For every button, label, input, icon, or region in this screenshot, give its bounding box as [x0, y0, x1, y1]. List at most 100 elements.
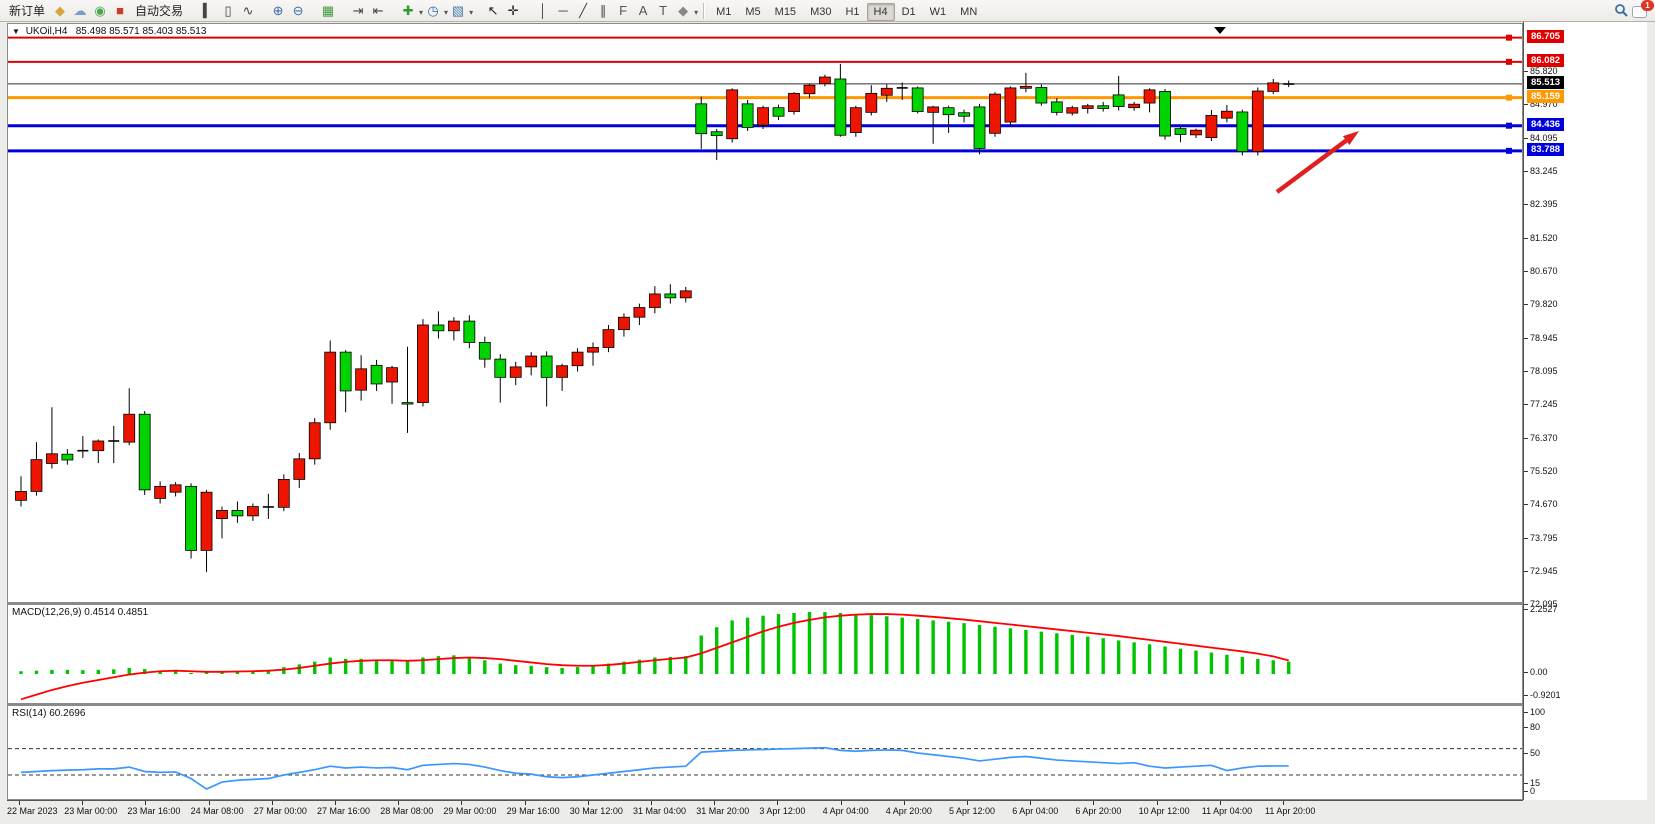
new-order-book-icon[interactable]: ◆ [55, 2, 66, 18]
candle [927, 105, 940, 144]
zoom-out-icon[interactable]: ⊖ [292, 2, 304, 18]
chat-icon[interactable]: 1 [1631, 0, 1654, 20]
timeframe-d1[interactable]: D1 [901, 5, 916, 18]
auto-trading-icon[interactable]: ■ [116, 2, 124, 18]
price-tick-label: 79.820 [1530, 298, 1558, 309]
price-tick-mark [1524, 570, 1528, 572]
text-label-icon[interactable]: T [659, 2, 668, 18]
text-icon[interactable]: A [638, 2, 648, 18]
timeframe-w1[interactable]: W1 [929, 5, 947, 18]
candle [1081, 103, 1094, 114]
timeframe-h1[interactable]: H1 [845, 5, 860, 18]
time-label: 23 Mar 00:00 [64, 806, 118, 816]
chevron-down-icon[interactable]: ▾ [419, 7, 424, 17]
candle [741, 99, 754, 131]
template-icon[interactable]: ▧ [451, 2, 465, 18]
signals-icon[interactable]: ◉ [94, 2, 106, 18]
rsi-panel[interactable] [7, 704, 1523, 800]
time-label: 29 Mar 00:00 [443, 806, 497, 816]
timeframe-mn[interactable]: MN [960, 5, 978, 18]
time-label: 4 Apr 04:00 [822, 806, 869, 816]
macd-histogram-bar [390, 660, 394, 674]
arrows-icon[interactable]: ◆ [678, 2, 689, 18]
time-label: 11 Apr 20:00 [1265, 806, 1316, 816]
macd-histogram-bar [653, 657, 657, 674]
auto-trading-button[interactable]: 自动交易 [135, 4, 184, 18]
macd-panel[interactable] [7, 603, 1523, 704]
line-handle[interactable] [1506, 147, 1512, 154]
periods-clock-icon[interactable]: ◷ [427, 2, 439, 18]
main-chart-panel[interactable] [7, 23, 1523, 603]
timeframe-m15[interactable]: M15 [774, 5, 797, 18]
line-handle[interactable] [1506, 58, 1512, 65]
candle [509, 361, 522, 386]
time-tick-mark [903, 801, 905, 805]
line-handle[interactable] [1506, 34, 1512, 41]
time-axis[interactable]: 22 Mar 2023 23 Mar 00:00 23 Mar 16:00 24 Ma… [7, 800, 1523, 819]
candlestick-chart-icon[interactable]: ▯ [224, 2, 232, 18]
chart-shift-marker-icon[interactable] [1214, 27, 1226, 34]
candle [77, 435, 89, 459]
indicator-axis-label: 0.00 [1530, 667, 1548, 677]
vertical-line-icon[interactable]: │ [539, 2, 548, 18]
tile-windows-icon[interactable]: ▦ [321, 2, 335, 18]
macd-histogram-bar [189, 672, 193, 674]
timeframe-h4[interactable]: H4 [866, 2, 895, 21]
price-axis[interactable]: 85.820 84.970 84.095 83.245 82.395 81.520 80.6… [1523, 22, 1648, 800]
horizontal-line-icon[interactable]: ─ [558, 2, 568, 18]
candle [1143, 88, 1156, 113]
timeframe-m1[interactable]: M1 [716, 5, 732, 18]
line-chart-icon[interactable]: ∿ [242, 2, 254, 18]
price-tick-mark [1524, 103, 1528, 105]
time-label: 11 Apr 04:00 [1201, 806, 1253, 816]
fibonacci-icon[interactable]: F [619, 2, 628, 18]
timeframe-m5[interactable]: M5 [745, 5, 761, 18]
time-tick-mark [271, 801, 273, 805]
time-tick-mark [840, 801, 842, 805]
candle [849, 105, 862, 137]
candle [1251, 87, 1264, 156]
macd-signal-line [20, 613, 1289, 701]
bar-chart-icon[interactable]: ▍ [203, 2, 214, 18]
price-badge-86.082: 86.082 [1527, 53, 1565, 67]
price-tick-label: 80.670 [1530, 265, 1558, 276]
chart-shift-icon[interactable]: ⇤ [372, 2, 384, 18]
price-tick-mark [1524, 403, 1528, 405]
price-tick-label: 81.520 [1530, 232, 1558, 243]
search-icon[interactable] [1612, 2, 1630, 20]
new-chart-icon[interactable]: ✚ [402, 2, 414, 18]
price-tick-label: 84.095 [1530, 132, 1558, 143]
chevron-down-icon[interactable]: ▾ [694, 7, 699, 17]
price-tick-mark [1524, 470, 1528, 472]
candle [386, 365, 398, 404]
candle [664, 284, 677, 304]
price-tick-mark [1524, 337, 1528, 339]
cursor-icon[interactable]: ↖ [487, 2, 499, 18]
timeframe-m30[interactable]: M30 [810, 5, 832, 18]
macd-histogram-bar [792, 612, 796, 674]
macd-histogram-bar [266, 669, 271, 674]
equidistant-channel-icon[interactable]: ∥ [599, 2, 607, 18]
indicator-tick-mark [1524, 753, 1528, 754]
new-order-button[interactable]: 新订单 [9, 4, 46, 18]
chevron-down-icon[interactable]: ▾ [444, 7, 449, 17]
time-tick-mark [651, 801, 652, 805]
price-tick-mark [1524, 603, 1528, 605]
auto-scroll-icon[interactable]: ⇥ [352, 2, 364, 18]
macd-indicator-label: MACD(12,26,9) 0.4514 0.4851 [12, 607, 149, 618]
zoom-in-icon[interactable]: ⊕ [272, 2, 284, 18]
trendline-icon[interactable]: ╱ [579, 2, 587, 18]
crosshair-icon[interactable]: ✛ [507, 2, 519, 18]
line-handle[interactable] [1506, 94, 1512, 101]
line-handle[interactable] [1506, 122, 1512, 129]
market-watch-cloud-icon[interactable]: ☁ [73, 2, 87, 18]
macd-histogram-bar [343, 658, 348, 674]
price-tick-mark [1524, 137, 1528, 139]
candle [30, 442, 43, 496]
rsi-line [20, 746, 1289, 791]
candle [185, 483, 197, 559]
arrow-head[interactable] [1342, 131, 1359, 145]
arrow-object[interactable] [1275, 138, 1348, 194]
chevron-down-icon[interactable]: ▾ [469, 7, 474, 17]
collapse-triangle-icon[interactable]: ▼ [12, 27, 20, 36]
